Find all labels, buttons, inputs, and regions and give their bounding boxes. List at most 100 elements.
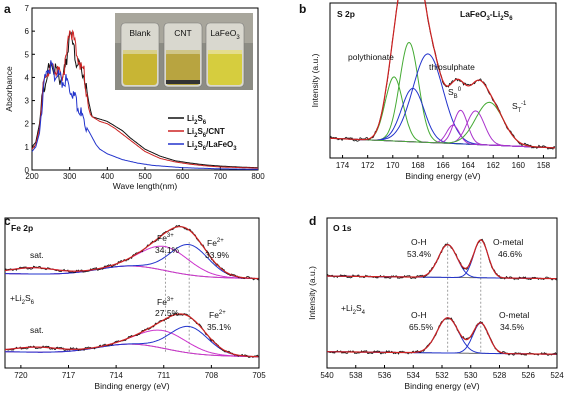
panel-title: O 1s	[333, 223, 352, 233]
x-tick-label: 720	[14, 371, 28, 380]
panel-title: S 2p	[337, 9, 355, 19]
spectrum-label: +Li2S6	[10, 293, 35, 306]
spectrum-label-part: S	[25, 293, 31, 303]
annotation-part: -1	[521, 101, 527, 107]
annotation-part: S	[448, 87, 454, 97]
legend-entry-part: Li	[187, 127, 194, 136]
x-tick-label: 528	[493, 371, 507, 380]
inset-label: Blank	[129, 28, 151, 38]
vial-liquid	[123, 52, 157, 85]
vial-meniscus	[208, 50, 242, 54]
vial-meniscus	[166, 50, 200, 54]
x-tick-label: 714	[109, 371, 123, 380]
x-tick-label: 500	[138, 172, 152, 181]
legend-entry-part: S	[197, 140, 203, 149]
spectrum-label-part: 2	[353, 310, 357, 316]
annotation: Fe2+	[207, 238, 224, 248]
panel-label: c	[4, 214, 11, 228]
x-tick-label: 524	[550, 371, 564, 380]
x-tick-label: 530	[464, 371, 478, 380]
legend-entry-part: Li	[187, 140, 194, 149]
x-tick-label: 164	[461, 161, 475, 170]
annotation-part: 0	[458, 87, 462, 93]
annotation-part: T	[518, 108, 522, 114]
annotation-part: S	[512, 101, 518, 111]
x-tick-label: 160	[512, 161, 526, 170]
annotation-part: Fe	[157, 297, 167, 307]
panel-subtitle-part: -Li	[490, 9, 500, 19]
inset-label: LaFeO3	[210, 28, 240, 41]
x-tick-label: 158	[537, 161, 551, 170]
panel-subtitle-part: 3	[486, 16, 490, 22]
y-tick-label: 5	[25, 50, 30, 59]
x-tick-label: 400	[101, 172, 115, 181]
annotation: SB0	[448, 87, 462, 100]
x-tick-label: 166	[436, 161, 450, 170]
component-peak	[330, 109, 556, 149]
inset-label-part: Blank	[129, 28, 151, 38]
y-tick-label: 7	[25, 4, 30, 13]
annotation: 34.1%	[155, 245, 180, 255]
inset-photo: Blank CNT LaFeO3	[115, 13, 253, 90]
fit-spectrum	[4, 313, 259, 358]
annotation-part: 2+	[217, 238, 224, 244]
panel-a: a 200 300 400 500 600 700 800 0 1 2 3 4 5 6 7 Wave lengt…	[4, 2, 265, 191]
legend-entry-part: 3	[233, 146, 237, 152]
component-peak	[5, 325, 259, 358]
annotation: 46.6%	[498, 249, 523, 259]
legend-entry-part: 2	[194, 120, 198, 126]
x-axis-label: Binding energy (eV)	[404, 381, 479, 391]
cnt-sediment	[166, 80, 200, 84]
annotation: 53.4%	[407, 249, 432, 259]
annotation: sat.	[30, 325, 44, 335]
x-tick-label: 708	[205, 371, 219, 380]
spectrum-label-part: +Li	[10, 293, 22, 303]
legend-entry-part: S	[197, 114, 203, 123]
x-axis-label: Binding energy (eV)	[405, 171, 480, 181]
component-peak	[5, 244, 259, 280]
annotation: polythionate	[348, 52, 394, 62]
annotation: O-metal	[499, 310, 529, 320]
annotation-part: Fe	[209, 310, 219, 320]
legend-entry: Li2S6/LaFeO3	[187, 140, 237, 152]
series-line	[31, 29, 258, 169]
x-tick-label: 200	[25, 172, 39, 181]
vial-liquid	[208, 52, 242, 85]
x-tick-label: 711	[157, 371, 170, 380]
y-tick-label: 6	[25, 27, 30, 36]
annotation: O-H	[411, 310, 427, 320]
fit-spectrum	[330, 0, 556, 149]
annotation: Fe2+	[209, 310, 226, 320]
annotation: ST-1	[512, 101, 527, 114]
legend-entry-part: /LaFeO	[206, 140, 233, 149]
fit-spectrum	[327, 239, 557, 280]
inset-label: CNT	[174, 28, 191, 38]
inset-label-part: 3	[236, 35, 240, 41]
x-tick-label: 600	[176, 172, 190, 181]
x-tick-label: 538	[349, 371, 363, 380]
fit-spectrum	[4, 226, 259, 280]
panel-label: b	[299, 2, 306, 16]
legend-entry: Li2S6	[187, 114, 207, 126]
legend-entry: Li2S6/CNT	[187, 127, 225, 139]
legend-entry-part: S	[197, 127, 203, 136]
legend-entry-part: 2	[194, 133, 198, 139]
x-tick-label: 170	[386, 161, 400, 170]
raw-spectrum	[4, 312, 259, 358]
spectrum-label-part: 6	[31, 300, 35, 306]
panel-subtitle-part: 6	[509, 16, 513, 22]
x-tick-label: 174	[336, 161, 350, 170]
x-tick-label: 540	[320, 371, 334, 380]
panel-title: Fe 2p	[11, 223, 33, 233]
annotation: Fe3+	[157, 297, 174, 307]
spectrum-label-part: 2	[22, 300, 26, 306]
plot-frame	[4, 217, 260, 369]
x-tick-label: 536	[378, 371, 392, 380]
x-tick-label: 162	[487, 161, 501, 170]
x-tick-label: 532	[435, 371, 449, 380]
annotation-part: Fe	[157, 233, 167, 243]
annotation: 33.9%	[205, 250, 230, 260]
annotation-part: Fe	[207, 238, 217, 248]
